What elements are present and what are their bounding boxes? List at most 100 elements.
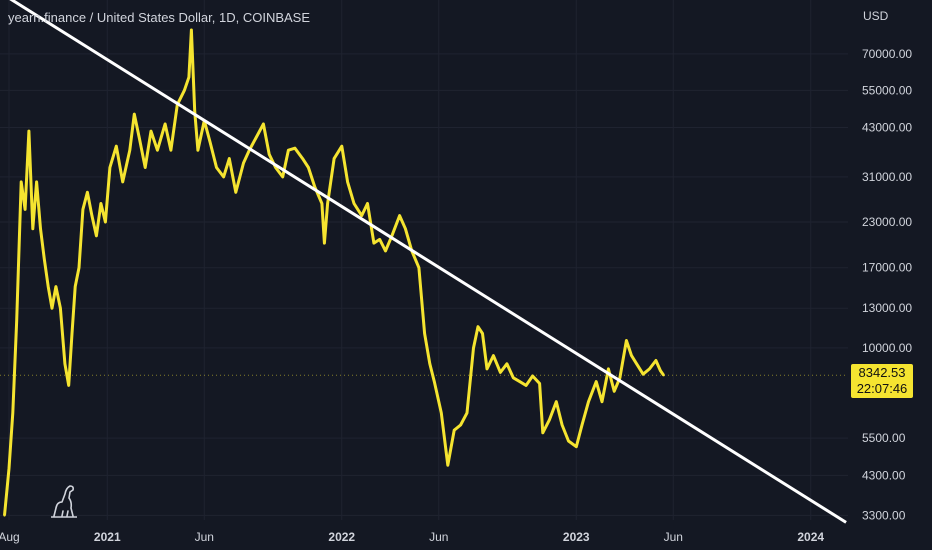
data-point [323, 241, 326, 245]
data-point [183, 89, 186, 92]
data-point [555, 400, 558, 403]
data-point [268, 153, 271, 156]
data-point [144, 166, 147, 169]
data-point [440, 411, 443, 415]
data-point [346, 180, 349, 184]
trendline [9, 0, 847, 524]
chart-grid [0, 0, 848, 520]
data-point [163, 122, 167, 126]
data-point [567, 439, 570, 443]
data-point [133, 112, 136, 116]
data-point [607, 367, 610, 371]
data-point [11, 411, 14, 415]
data-point [548, 418, 551, 422]
bar-countdown: 22:07:46 [856, 381, 908, 396]
data-point [662, 374, 665, 377]
data-point [15, 319, 18, 322]
data-point [67, 384, 70, 387]
data-point [575, 445, 578, 448]
data-point [74, 285, 77, 288]
y-tick-label: 23000.00 [862, 215, 912, 229]
data-point [228, 157, 231, 160]
data-point [95, 234, 98, 237]
data-point [600, 400, 604, 403]
data-point [187, 76, 191, 79]
data-point [81, 208, 85, 211]
y-tick-label: 31000.00 [862, 170, 912, 184]
data-point [128, 149, 131, 152]
data-point [618, 376, 622, 379]
data-point [39, 227, 42, 230]
data-point [3, 514, 6, 517]
y-tick-label: 5500.00 [862, 431, 906, 445]
data-point [121, 180, 124, 184]
data-point [423, 332, 426, 335]
data-point [59, 307, 62, 310]
data-point [472, 346, 475, 350]
data-point [654, 359, 658, 362]
data-point [47, 285, 50, 288]
trendline-segment [9, 0, 847, 524]
data-point [54, 285, 58, 288]
data-point [27, 129, 31, 133]
data-point [538, 382, 541, 385]
data-point [580, 423, 584, 427]
y-tick-label: 3300.00 [862, 508, 906, 522]
x-tick-label: Jun [195, 530, 214, 544]
y-tick-label: 10000.00 [862, 341, 912, 355]
data-point [518, 380, 521, 383]
data-point [108, 166, 112, 169]
data-point [453, 429, 456, 432]
data-point [492, 354, 495, 357]
data-point [587, 400, 590, 403]
x-tick-label: 2021 [94, 530, 121, 544]
data-point [196, 149, 200, 152]
data-point [326, 202, 329, 205]
y-tick-label: 17000.00 [862, 261, 912, 275]
data-point [169, 149, 173, 152]
data-point [360, 214, 363, 217]
data-point [31, 227, 34, 230]
data-point [190, 28, 193, 32]
data-point [476, 325, 480, 328]
data-point [366, 202, 369, 205]
data-point [465, 411, 469, 415]
y-axis-label: USD [863, 9, 889, 23]
data-point [505, 362, 509, 365]
data-point [428, 362, 431, 365]
y-tick-label: 4300.00 [862, 468, 906, 482]
data-point [35, 180, 38, 184]
data-point [90, 214, 94, 217]
data-point [635, 362, 638, 365]
data-point [659, 369, 662, 372]
x-tick-label: Jun [429, 530, 448, 544]
x-tick-label: 2023 [563, 530, 590, 544]
y-tick-label: 13000.00 [862, 301, 912, 315]
data-point [630, 354, 633, 357]
data-point [149, 129, 153, 133]
data-point [43, 257, 46, 261]
data-point [481, 332, 484, 335]
data-point [86, 191, 89, 194]
data-point [485, 367, 489, 371]
data-point [641, 373, 645, 376]
tradingview-dino-icon[interactable] [48, 480, 80, 520]
data-point [531, 374, 534, 378]
data-point [340, 145, 343, 148]
data-point [372, 241, 376, 245]
data-point [254, 137, 257, 140]
price-series [3, 28, 665, 517]
data-point [7, 467, 11, 470]
data-point [23, 208, 27, 211]
data-point [398, 214, 401, 217]
data-point [301, 157, 304, 160]
data-point [417, 266, 421, 269]
data-point [208, 141, 212, 144]
data-point [193, 109, 196, 113]
data-point [287, 149, 290, 152]
data-point [524, 384, 528, 387]
data-point [20, 180, 23, 184]
data-point [70, 332, 74, 335]
x-tick-label: 2022 [328, 530, 355, 544]
